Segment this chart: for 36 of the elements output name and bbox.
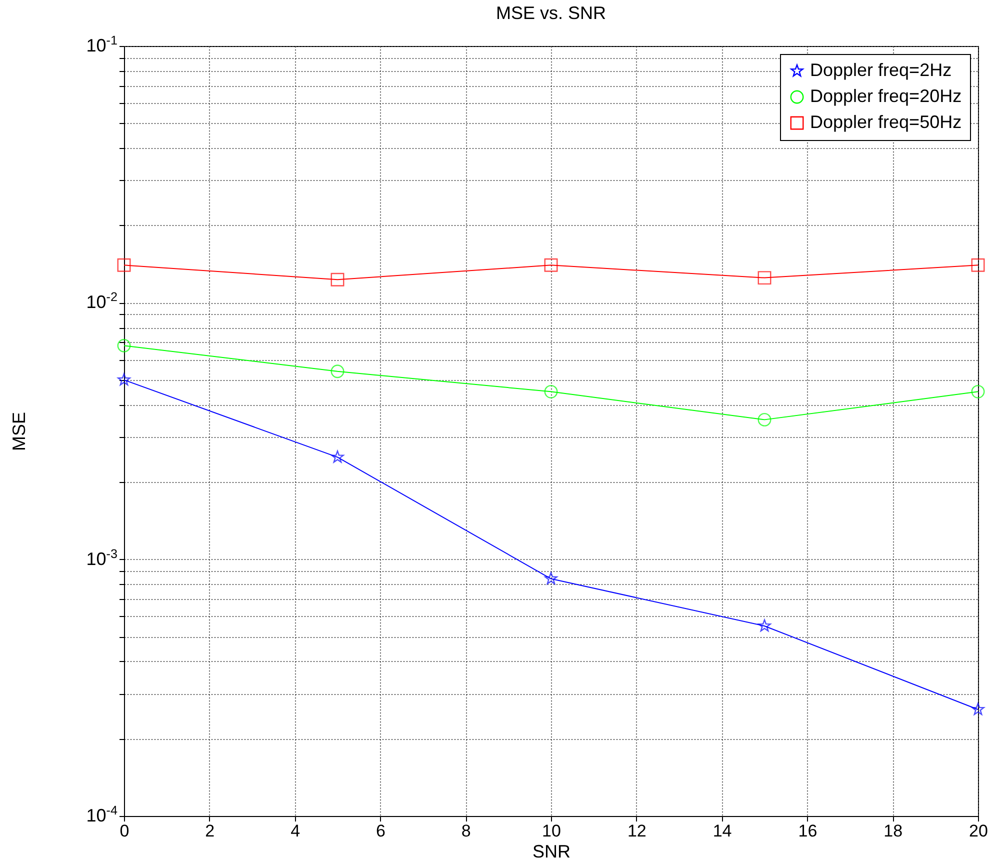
x-tick-label: 18 xyxy=(884,822,903,840)
point xyxy=(330,272,344,286)
point xyxy=(544,572,558,584)
legend-label: Doppler freq=2Hz xyxy=(810,60,952,80)
x-axis-title: SNR xyxy=(532,842,571,862)
point xyxy=(971,384,985,398)
x-tick-label: 6 xyxy=(376,822,386,840)
point xyxy=(117,258,131,272)
x-tick-label: 14 xyxy=(712,822,732,840)
y-axis-title: MSE xyxy=(8,412,29,452)
y-tick-label: 10$^{-2}$ xyxy=(86,290,118,312)
chart-title: MSE vs. SNR xyxy=(496,3,606,23)
x-tick-label: 20 xyxy=(969,822,988,840)
legend-label: Doppler freq=20Hz xyxy=(810,86,962,106)
point xyxy=(758,619,771,632)
point xyxy=(758,412,772,426)
point xyxy=(331,450,344,463)
point xyxy=(118,373,130,386)
point xyxy=(117,338,131,352)
x-tick-label: 4 xyxy=(290,822,300,840)
x-tick-label: 12 xyxy=(627,822,646,840)
x-tick-label: 10 xyxy=(542,822,561,840)
y-tick-label: 10$^{-1}$ xyxy=(86,34,118,56)
x-tick-label: 0 xyxy=(120,822,130,840)
y-tick-label: 10$^{-3}$ xyxy=(86,546,118,569)
point xyxy=(758,271,772,285)
point xyxy=(972,702,984,716)
y-tick-label: 10$^{-4}$ xyxy=(86,804,118,826)
x-tick-label: 8 xyxy=(461,822,471,840)
point xyxy=(544,384,558,398)
point xyxy=(971,258,985,272)
point xyxy=(544,258,558,272)
x-tick-label: 2 xyxy=(205,822,215,840)
point xyxy=(330,364,344,378)
x-tick-label: 16 xyxy=(798,822,818,840)
legend-label: Doppler freq=50Hz xyxy=(810,112,962,132)
